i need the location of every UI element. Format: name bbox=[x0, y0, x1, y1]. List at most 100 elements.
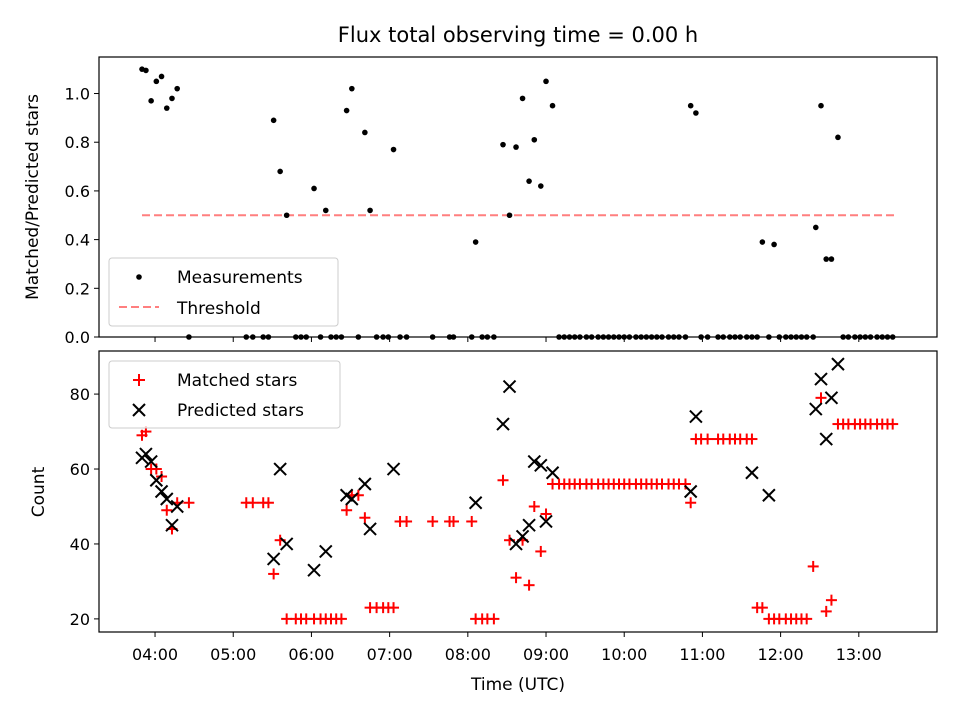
predicted-star-marker bbox=[819, 432, 833, 446]
measurement-point bbox=[349, 85, 355, 92]
top-legend-frame bbox=[108, 257, 339, 327]
measurement-point bbox=[759, 239, 766, 245]
matched-star-marker bbox=[497, 474, 509, 486]
predicted-star-marker bbox=[683, 484, 698, 499]
measurement-point bbox=[283, 212, 290, 219]
top-y-tick-label: 1.0 bbox=[65, 85, 90, 104]
bottom-y-tick-label: 60 bbox=[70, 460, 90, 479]
matched-star-marker bbox=[183, 497, 195, 509]
predicted-star-marker bbox=[139, 447, 153, 461]
top-panel: 0.0 0.2 0.4 0.6 0.8 1.0 Matched/Predicted sta… bbox=[23, 56, 938, 347]
measurement-point bbox=[158, 73, 165, 80]
bottom-x-axis-label: Time (UTC) bbox=[470, 675, 565, 695]
predicted-star-marker bbox=[149, 473, 164, 487]
bottom-x-tick-label: 09:00 bbox=[523, 645, 569, 664]
matched-star-marker bbox=[746, 433, 758, 445]
top-y-axis-label: Matched/Predicted stars bbox=[23, 94, 43, 300]
measurement-point bbox=[771, 241, 777, 248]
measurement-point bbox=[549, 102, 556, 109]
bottom-x-tick-label: 08:00 bbox=[445, 645, 491, 664]
predicted-star-marker bbox=[307, 563, 321, 577]
matched-star-marker bbox=[268, 568, 280, 580]
bottom-plot-area bbox=[135, 357, 899, 625]
legend-measurements-label: Measurements bbox=[177, 268, 303, 288]
bottom-y-tick-label: 80 bbox=[70, 385, 90, 404]
matched-star-marker bbox=[447, 515, 459, 527]
bottom-panel: 20 40 60 80 04:00 05:00 06:00 07:00 08:00 09:00 1… bbox=[29, 350, 938, 695]
predicted-star-marker bbox=[527, 454, 541, 469]
bottom-y-axis-label: Count bbox=[29, 466, 49, 517]
predicted-star-marker bbox=[468, 496, 483, 510]
predicted-star-marker bbox=[534, 458, 548, 472]
measurement-point bbox=[526, 178, 532, 184]
bottom-x-tick-label: 04:00 bbox=[132, 645, 178, 664]
measurement-point bbox=[174, 85, 180, 92]
measurement-point bbox=[148, 98, 154, 104]
top-y-tick-label: 0.6 bbox=[65, 182, 90, 201]
matched-star-marker bbox=[807, 560, 819, 572]
predicted-star-marker bbox=[154, 484, 169, 499]
matched-star-marker bbox=[510, 572, 522, 584]
matched-star-marker bbox=[679, 478, 691, 490]
measurement-point bbox=[163, 105, 170, 111]
measurement-point bbox=[812, 224, 819, 231]
matched-star-marker bbox=[150, 463, 162, 475]
predicted-star-marker bbox=[165, 518, 179, 532]
bottom-x-tick-label: 11:00 bbox=[679, 645, 725, 664]
legend-threshold-label: Threshold bbox=[176, 299, 261, 319]
predicted-star-marker bbox=[273, 462, 287, 476]
matched-star-marker bbox=[523, 579, 535, 591]
matched-star-marker bbox=[388, 602, 400, 614]
chart-title: Flux total observing time = 0.00 h bbox=[338, 23, 698, 47]
bottom-legend-frame bbox=[108, 360, 341, 429]
predicted-star-marker bbox=[831, 357, 845, 371]
bottom-y-axis: 20 40 60 80 bbox=[70, 385, 99, 629]
measurement-point bbox=[311, 185, 317, 192]
legend-predicted-label: Predicted stars bbox=[177, 401, 304, 421]
bottom-x-tick-label: 05:00 bbox=[210, 645, 256, 664]
matched-star-marker bbox=[156, 471, 168, 483]
measurement-point bbox=[343, 107, 350, 114]
matched-star-marker bbox=[262, 497, 274, 509]
measurement-point bbox=[687, 102, 694, 109]
measurement-point bbox=[828, 256, 835, 262]
matched-star-marker bbox=[427, 515, 439, 527]
top-x-ticks bbox=[154, 337, 860, 342]
matched-star-marker bbox=[815, 392, 827, 404]
predicted-star-marker bbox=[496, 417, 510, 431]
measurement-point bbox=[390, 146, 397, 153]
top-axes-frame bbox=[98, 56, 938, 338]
measurement-point bbox=[543, 78, 549, 85]
matched-star-marker bbox=[359, 512, 371, 524]
top-y-tick-label: 0.4 bbox=[65, 231, 90, 250]
bottom-x-tick-label: 13:00 bbox=[836, 645, 882, 664]
matched-star-marker bbox=[535, 545, 547, 557]
top-y-tick-label: 0.0 bbox=[65, 328, 90, 347]
measurement-point bbox=[513, 144, 519, 150]
matched-star-marker bbox=[756, 602, 768, 614]
matched-star-marker bbox=[702, 433, 714, 445]
measurement-point bbox=[472, 239, 479, 245]
matched-star-marker bbox=[335, 613, 347, 625]
predicted-star-marker bbox=[386, 462, 401, 476]
matched-star-marker bbox=[247, 497, 259, 509]
predicted-star-marker bbox=[170, 499, 184, 514]
legend-matched-marker bbox=[133, 374, 145, 386]
measurement-point bbox=[270, 117, 277, 124]
predicted-star-marker bbox=[358, 477, 372, 491]
measurement-point bbox=[519, 95, 526, 102]
measurement-point bbox=[818, 102, 824, 109]
legend-predicted-marker bbox=[132, 403, 146, 417]
bottom-x-tick-label: 12:00 bbox=[758, 645, 804, 664]
predicted-star-marker bbox=[689, 409, 703, 424]
predicted-star-marker bbox=[762, 488, 776, 502]
legend-measurements-marker bbox=[136, 274, 142, 280]
measurement-point bbox=[531, 136, 538, 143]
matched-star-marker bbox=[341, 504, 353, 516]
bottom-legend: Matched stars Predicted stars bbox=[108, 360, 341, 429]
measurement-point bbox=[500, 141, 506, 148]
top-legend: Measurements Threshold bbox=[108, 257, 339, 327]
bottom-axes-frame bbox=[98, 350, 938, 633]
measurement-point bbox=[506, 212, 513, 219]
